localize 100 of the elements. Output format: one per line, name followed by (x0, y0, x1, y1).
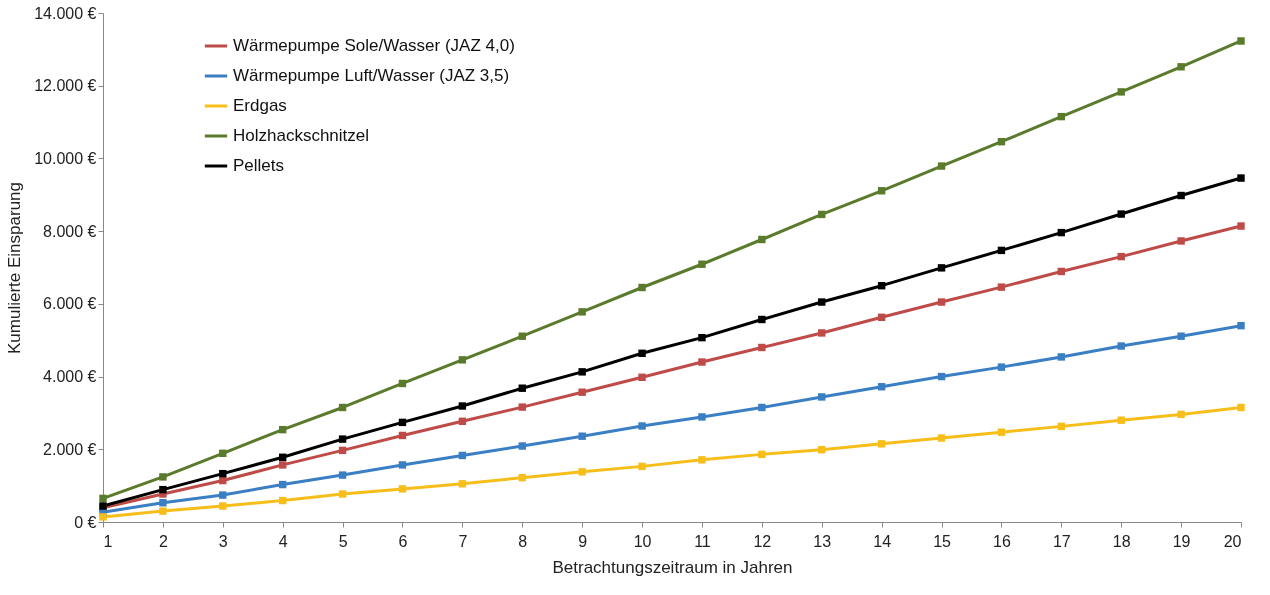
y-tick-label: 2.000 € (43, 440, 97, 458)
x-tick-label: 9 (578, 532, 588, 550)
point (698, 413, 706, 421)
point (219, 491, 227, 499)
point (877, 440, 886, 448)
point (1177, 237, 1185, 245)
point (698, 456, 706, 464)
point (1117, 342, 1125, 350)
point (1237, 174, 1245, 182)
x-tick-label: 7 (458, 532, 468, 550)
y-tick-label: 10.000 € (34, 149, 97, 167)
point (758, 403, 766, 412)
x-tick-label: 4 (278, 532, 288, 550)
point (159, 507, 167, 515)
point (398, 461, 407, 469)
legend-label: Holzhackschnitzel (233, 126, 370, 145)
legend-label: Pellets (233, 156, 285, 175)
x-tick-label: 8 (518, 532, 528, 550)
point (818, 298, 826, 306)
point (638, 373, 646, 382)
point (159, 499, 167, 507)
legend-label: Erdgas (233, 96, 287, 115)
point (518, 403, 526, 411)
y-tick-label: 12.000 € (34, 77, 97, 95)
x-tick-label: 10 (633, 532, 652, 550)
x-tick-label: 19 (1172, 532, 1191, 550)
y-tick-label: 4.000 € (43, 368, 97, 386)
point (159, 473, 167, 481)
legend-label: Wärmepumpe Sole/Wasser (JAZ 4,0) (233, 36, 515, 55)
point (638, 462, 646, 471)
point (638, 283, 646, 292)
point (1237, 403, 1245, 412)
point (937, 264, 946, 272)
y-tick-label: 14.000 € (34, 4, 97, 22)
point (997, 363, 1006, 371)
point (1177, 63, 1185, 71)
point (458, 402, 467, 410)
point (818, 393, 826, 401)
point (937, 298, 946, 306)
point (278, 461, 287, 469)
x-tick-label: 15 (933, 532, 952, 550)
x-tick-label: 3 (218, 532, 228, 550)
x-tick-label: 13 (813, 532, 832, 550)
point (578, 308, 586, 316)
point (1117, 416, 1125, 424)
y-tick-label: 8.000 € (43, 222, 97, 240)
x-tick-label: 14 (873, 532, 892, 550)
y-axis-title: Kumulierte Einsparung (5, 182, 25, 354)
point (1237, 321, 1245, 330)
point (518, 384, 526, 392)
y-tick-label: 0 € (74, 513, 97, 531)
point (698, 260, 706, 268)
point (398, 485, 407, 493)
point (338, 471, 347, 479)
point (937, 162, 946, 170)
point (997, 428, 1006, 436)
point (1177, 410, 1185, 419)
point (338, 435, 347, 443)
point (638, 422, 646, 430)
x-tick-label: 6 (398, 532, 408, 550)
point (458, 480, 467, 488)
x-tick-label: 11 (694, 532, 711, 550)
x-tick-label: 18 (1112, 532, 1131, 550)
point (1117, 210, 1125, 218)
point (758, 315, 766, 324)
point (518, 442, 526, 450)
point (698, 358, 706, 366)
point (997, 283, 1006, 291)
point (758, 450, 766, 459)
point (698, 333, 706, 342)
x-tick-label: 5 (338, 532, 348, 550)
point (578, 388, 586, 396)
point (758, 343, 766, 352)
x-tick-label: 20 (1223, 532, 1242, 550)
x-tick-label: 17 (1052, 532, 1071, 550)
point (578, 468, 586, 476)
point (758, 235, 766, 244)
point (1237, 37, 1245, 45)
point (219, 502, 227, 510)
y-tick-label: 6.000 € (43, 295, 97, 313)
point (578, 432, 586, 440)
x-axis-title: Betrachtungszeitraum in Jahren (552, 557, 793, 577)
legend-label: Wärmepumpe Luft/Wasser (JAZ 3,5) (233, 66, 510, 85)
x-tick-label: 12 (753, 532, 772, 550)
x-tick-label: 16 (993, 532, 1011, 550)
point (458, 356, 467, 364)
point (1177, 191, 1185, 200)
point (638, 349, 646, 358)
point (1237, 222, 1245, 230)
point (578, 368, 586, 376)
point (818, 329, 826, 337)
x-tick-label: 2 (158, 532, 168, 550)
point (338, 490, 347, 498)
x-tick-label: 1 (103, 532, 113, 550)
point (159, 485, 167, 494)
point (1177, 332, 1185, 340)
point (99, 494, 107, 503)
point (1057, 353, 1066, 361)
point (1117, 88, 1125, 96)
point (937, 434, 946, 442)
